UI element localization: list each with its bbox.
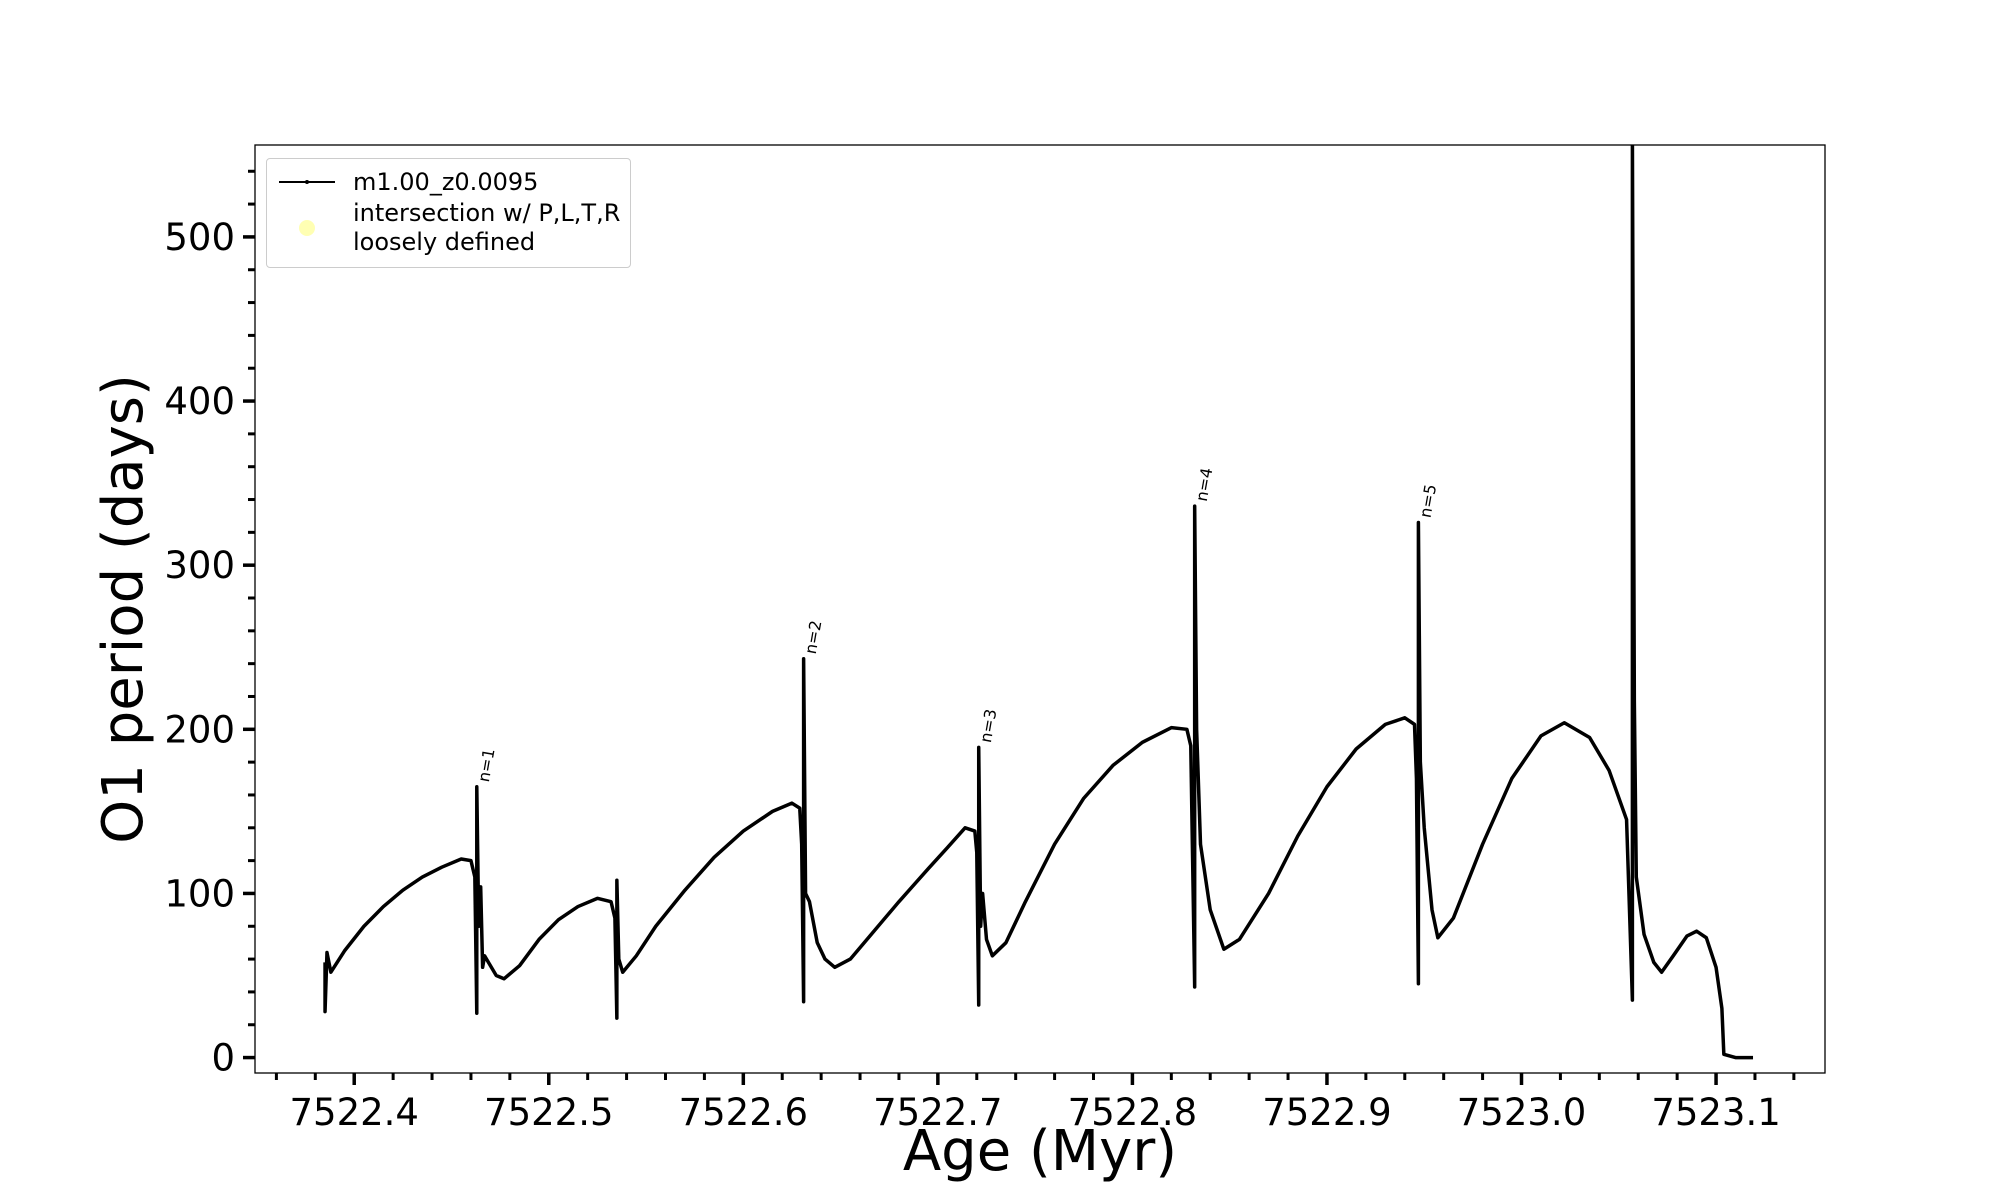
- x-tick-label: 7522.4: [289, 1091, 418, 1134]
- plot-area: [323, 145, 1754, 1060]
- x-axis-label: Age (Myr): [903, 1119, 1177, 1184]
- legend-label: intersection w/ P,L,T,R loosely defined: [353, 199, 621, 256]
- annotation: n=3: [976, 708, 1001, 745]
- x-tick-label: 7522.5: [484, 1091, 613, 1134]
- legend-entry: m1.00_z0.0095: [277, 167, 620, 197]
- legend-key: [279, 180, 335, 184]
- y-tick-label: 0: [211, 1037, 235, 1080]
- annotation: n=1: [474, 747, 499, 784]
- annotation: n=2: [801, 619, 826, 656]
- x-tick-label: 7523.1: [1651, 1091, 1780, 1134]
- x-tick-label: 7522.8: [1068, 1091, 1197, 1134]
- y-axis-label: O1 period (days): [91, 374, 156, 844]
- y-tick-label: 200: [164, 708, 235, 751]
- y-tick-label: 500: [164, 216, 235, 259]
- legend-key: [299, 220, 315, 236]
- legend-entry: intersection w/ P,L,T,R loosely defined: [277, 199, 620, 257]
- annotation: n=5: [1416, 483, 1441, 520]
- x-tick-label: 7522.7: [873, 1091, 1002, 1134]
- x-tick-label: 7522.9: [1262, 1091, 1391, 1134]
- data-line: [323, 145, 1754, 1060]
- legend: m1.00_z0.0095 intersection w/ P,L,T,R loo…: [266, 158, 632, 268]
- legend-label: m1.00_z0.0095: [353, 167, 539, 196]
- y-tick-label: 300: [164, 544, 235, 587]
- legend-dot: [305, 180, 309, 184]
- y-tick-label: 400: [164, 380, 235, 423]
- plot-frame: [254, 144, 1826, 1074]
- annotation: n=4: [1192, 466, 1217, 503]
- y-tick-label: 100: [164, 872, 235, 915]
- x-tick-label: 7522.6: [679, 1091, 808, 1134]
- legend-marker: [299, 220, 315, 236]
- x-tick-label: 7523.0: [1457, 1091, 1586, 1134]
